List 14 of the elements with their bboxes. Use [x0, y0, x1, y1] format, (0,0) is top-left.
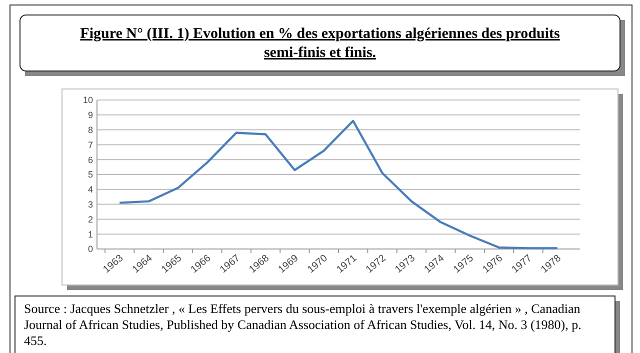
y-tick-label: 1 — [88, 229, 93, 240]
y-tick-label: 2 — [88, 214, 93, 224]
y-tick-label: 8 — [88, 124, 93, 135]
chart-title: Figure N° (III. 1) Evolution en % des exportations algériennes des produits semi-finis et finis. — [80, 26, 560, 61]
y-tick-label: 6 — [88, 154, 93, 165]
y-tick-label: 10 — [82, 95, 93, 106]
source-note: Source : Jacques Schnetzler , « Les Effets pervers du sous-emploi à travers l'exemple algérien » , Canadian Journal of African Studies, Published by Canadian Association of African Studies, Vol. 14, No. 3 (1980), p. 455. — [24, 301, 582, 348]
y-tick-label: 0 — [88, 244, 93, 254]
y-tick-label: 7 — [88, 140, 93, 150]
y-tick-label: 3 — [88, 199, 93, 210]
line-series — [118, 120, 559, 250]
y-tick-label: 4 — [88, 184, 93, 195]
y-tick-label: 5 — [88, 170, 93, 180]
y-tick-label: 9 — [88, 110, 93, 120]
